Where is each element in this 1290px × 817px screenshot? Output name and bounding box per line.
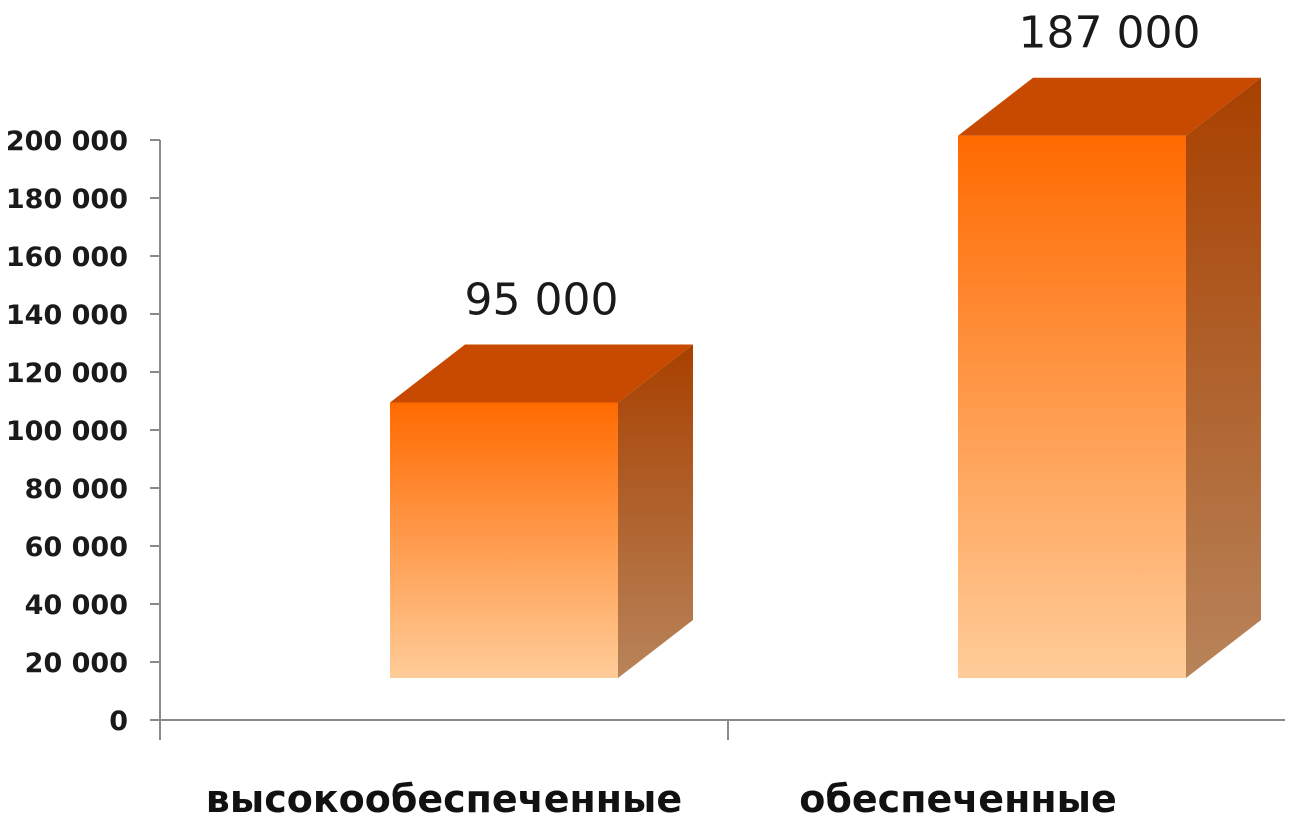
labels: 95 000 высокообеспеченные 187 000 обеспечен… bbox=[206, 8, 1201, 817]
y-tick-label: 20 000 bbox=[25, 648, 128, 679]
y-tick-label: 180 000 bbox=[6, 184, 128, 215]
bar-front-face bbox=[958, 135, 1186, 678]
x-category-label: обеспеченные bbox=[799, 777, 1116, 817]
bars bbox=[390, 77, 1261, 678]
y-tick-label: 100 000 bbox=[6, 416, 128, 447]
axes: 0 20 000 40 000 60 000 80 000 100 000 120 000 1… bbox=[6, 126, 1285, 740]
bar-front-face bbox=[390, 402, 618, 678]
y-tick-label: 140 000 bbox=[6, 300, 128, 331]
data-label: 95 000 bbox=[465, 275, 619, 326]
y-tick-label: 40 000 bbox=[25, 590, 128, 621]
y-tick-label: 60 000 bbox=[25, 532, 128, 563]
bar-1 bbox=[390, 344, 693, 678]
y-tick-label: 200 000 bbox=[6, 126, 128, 157]
bar-top-face bbox=[958, 77, 1261, 136]
y-tick-label: 160 000 bbox=[6, 242, 128, 273]
data-label: 187 000 bbox=[1019, 8, 1201, 59]
bar-top-face bbox=[390, 344, 693, 403]
bar-2 bbox=[958, 77, 1261, 678]
y-tick-label: 120 000 bbox=[6, 358, 128, 389]
x-category-label: высокообеспеченные bbox=[206, 777, 682, 817]
y-tick-label: 80 000 bbox=[25, 474, 128, 505]
bar-side-face bbox=[1186, 77, 1261, 678]
bar-side-face bbox=[618, 344, 693, 678]
y-tick-label: 0 bbox=[109, 706, 128, 737]
